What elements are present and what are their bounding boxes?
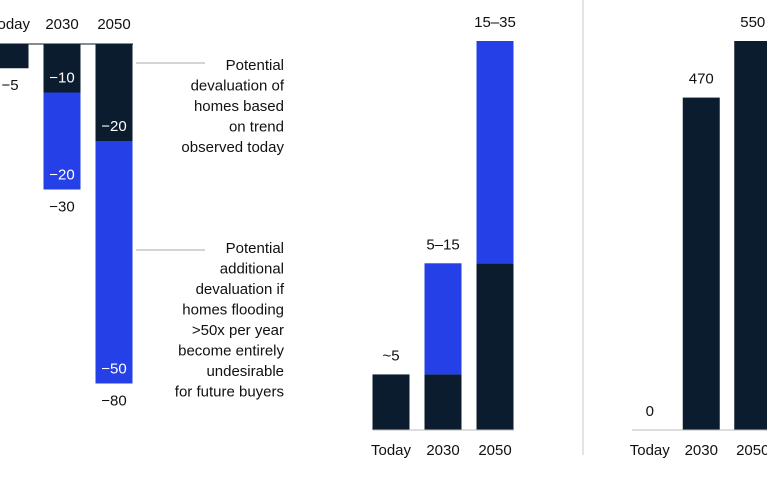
x-tick-label: Today <box>0 16 31 33</box>
bar-segment <box>734 41 767 430</box>
segment-label: −10 <box>49 69 74 86</box>
annotation: Potential <box>226 240 284 257</box>
segment-label: −20 <box>101 118 126 135</box>
x-tick-label: 2030 <box>45 16 78 33</box>
annotation: devaluation of <box>191 77 285 94</box>
x-tick-label: 2050 <box>478 442 511 459</box>
annotation: observed today <box>181 139 284 156</box>
annotation: Potential <box>226 57 284 74</box>
bar-segment <box>95 141 133 384</box>
annotation: homes flooding <box>182 301 284 318</box>
bar-segment <box>372 374 410 430</box>
segment-label: −50 <box>101 360 126 377</box>
x-tick-label: Today <box>630 442 671 459</box>
bar-segment <box>682 97 720 430</box>
annotation: >50x per year <box>192 322 284 339</box>
x-tick-label: 2050 <box>97 16 130 33</box>
value-label: 0 <box>646 403 654 420</box>
bar-segment <box>95 44 133 141</box>
total-label: −30 <box>49 198 74 215</box>
total-label: ~5 <box>382 347 399 364</box>
x-tick-label: 2050 <box>736 442 767 459</box>
value-label: 550 <box>740 14 765 31</box>
annotation: devaluation if <box>196 281 285 298</box>
bar-segment <box>0 44 29 69</box>
annotation: become entirely <box>178 342 284 359</box>
x-tick-label: 2030 <box>685 442 718 459</box>
x-tick-label: Today <box>371 442 412 459</box>
annotation: for future buyers <box>175 383 284 400</box>
x-tick-label: 2030 <box>426 442 459 459</box>
bar-segment <box>476 41 514 264</box>
annotation: additional <box>220 260 284 277</box>
bar-segment <box>424 263 462 375</box>
total-label: −80 <box>101 392 126 409</box>
annotation: undesirable <box>206 363 284 380</box>
total-label: 15–35 <box>474 14 516 31</box>
value-label: 470 <box>689 71 714 88</box>
bar-segment <box>43 44 81 93</box>
total-label: 5–15 <box>426 236 459 253</box>
bar-segment <box>476 263 514 430</box>
total-label: −5 <box>1 77 18 94</box>
bar-segment <box>424 374 462 430</box>
annotation: on trend <box>229 118 284 135</box>
segment-label: −20 <box>49 166 74 183</box>
annotation: homes based <box>194 98 284 115</box>
bar-segment <box>43 92 81 190</box>
